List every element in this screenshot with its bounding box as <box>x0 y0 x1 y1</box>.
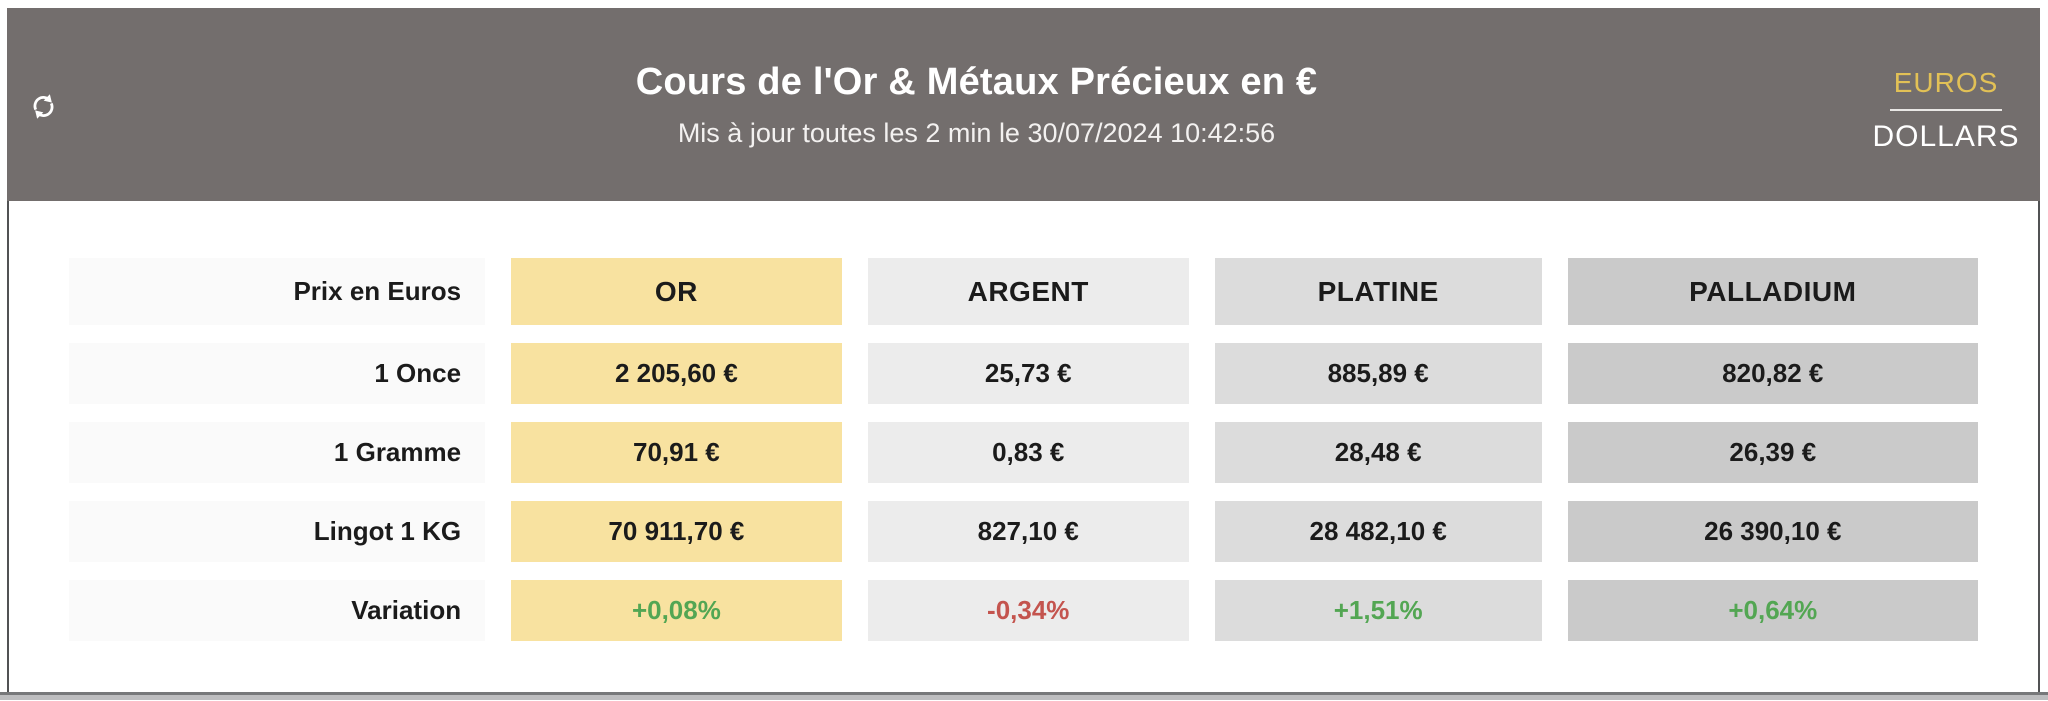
currency-option-dollars[interactable]: DOLLARS <box>1872 119 2020 153</box>
price-platine-once: 885,89 € <box>1214 343 1542 404</box>
price-platine-gramme: 28,48 € <box>1214 422 1542 483</box>
price-argent-once: 25,73 € <box>867 343 1189 404</box>
table-row-variation: Variation +0,08% -0,34% +1,51% +0,64% <box>69 580 1978 641</box>
price-argent-lingot: 827,10 € <box>867 501 1189 562</box>
widget-header: Cours de l'Or & Métaux Précieux en € Mis… <box>7 8 2040 201</box>
price-palladium-once: 820,82 € <box>1567 343 1978 404</box>
table-header-row: Prix en Euros OR ARGENT PLATINE PALLADIU… <box>69 258 1978 325</box>
currency-toggle: EUROS DOLLARS <box>1872 67 2018 153</box>
table-row-gramme: 1 Gramme 70,91 € 0,83 € 28,48 € 26,39 € <box>69 422 1978 483</box>
corner-header-cell: Prix en Euros <box>69 258 486 325</box>
price-palladium-gramme: 26,39 € <box>1567 422 1978 483</box>
price-or-lingot: 70 911,70 € <box>511 501 842 562</box>
table-row-lingot: Lingot 1 KG 70 911,70 € 827,10 € 28 482,… <box>69 501 1978 562</box>
price-platine-lingot: 28 482,10 € <box>1214 501 1542 562</box>
last-updated-text: Mis à jour toutes les 2 min le 30/07/202… <box>677 117 1276 148</box>
price-argent-gramme: 0,83 € <box>867 422 1189 483</box>
column-header-or: OR <box>511 258 842 325</box>
price-or-gramme: 70,91 € <box>511 422 842 483</box>
column-header-palladium: PALLADIUM <box>1567 258 1978 325</box>
price-palladium-lingot: 26 390,10 € <box>1567 501 1978 562</box>
row-label-once: 1 Once <box>69 343 486 404</box>
variation-argent: -0,34% <box>867 580 1189 641</box>
precious-metals-widget: Cours de l'Or & Métaux Précieux en € Mis… <box>7 8 2040 692</box>
row-label-gramme: 1 Gramme <box>69 422 486 483</box>
prices-table: Prix en Euros OR ARGENT PLATINE PALLADIU… <box>43 240 2004 659</box>
currency-divider <box>1890 108 2002 111</box>
table-row-once: 1 Once 2 205,60 € 25,73 € 885,89 € 820,8… <box>69 343 1978 404</box>
page-bottom-divider <box>0 692 2048 700</box>
refresh-sync-icon <box>28 91 59 125</box>
header-titles: Cours de l'Or & Métaux Précieux en € Mis… <box>636 61 1317 149</box>
variation-palladium: +0,64% <box>1567 580 1978 641</box>
column-header-platine: PLATINE <box>1214 258 1542 325</box>
widget-body: Prix en Euros OR ARGENT PLATINE PALLADIU… <box>7 201 2040 692</box>
variation-platine: +1,51% <box>1214 580 1542 641</box>
page-title: Cours de l'Or & Métaux Précieux en € <box>635 60 1318 103</box>
price-or-once: 2 205,60 € <box>511 343 842 404</box>
variation-or: +0,08% <box>511 580 842 641</box>
row-label-variation: Variation <box>69 580 486 641</box>
column-header-argent: ARGENT <box>867 258 1189 325</box>
row-label-lingot: Lingot 1 KG <box>69 501 486 562</box>
refresh-button[interactable] <box>25 90 61 126</box>
currency-option-euros[interactable]: EUROS <box>1893 67 1999 98</box>
